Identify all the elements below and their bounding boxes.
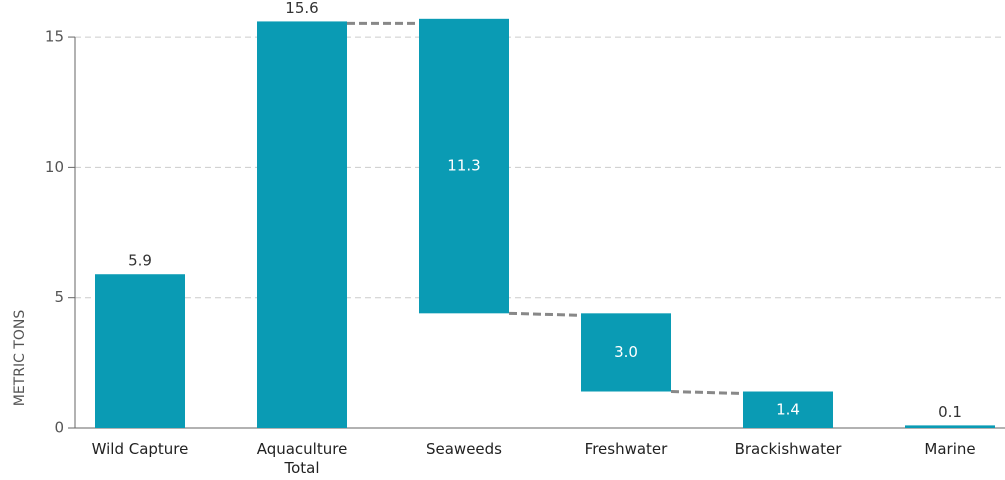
y-tick-label: 15 [45,28,64,46]
y-tick-label: 0 [54,419,64,437]
y-axis-label: METRIC TONS [12,310,28,407]
bar [257,21,347,429]
x-tick-label: Wild Capture [91,440,189,458]
x-tick-label: Brackishwater [734,440,842,458]
x-tick-label: Aquaculture Total [256,440,348,477]
connector [670,390,744,396]
value-label: 11.3 [447,157,480,175]
y-tick-label: 5 [54,288,64,306]
bar [95,274,185,428]
value-label: 15.6 [285,0,318,17]
value-label: 5.9 [128,252,152,270]
x-tick-label: Marine [924,440,976,458]
bar [581,313,671,392]
value-label: 0.1 [938,403,962,421]
value-label: 3.0 [614,343,638,361]
y-tick-label: 10 [45,158,64,176]
value-label: 1.4 [776,400,800,418]
connector [508,311,582,317]
x-tick-label: Seaweeds [425,440,502,458]
bar [743,391,833,428]
x-tick-label: Freshwater [584,440,668,458]
bar [419,18,509,314]
bar [905,425,995,428]
